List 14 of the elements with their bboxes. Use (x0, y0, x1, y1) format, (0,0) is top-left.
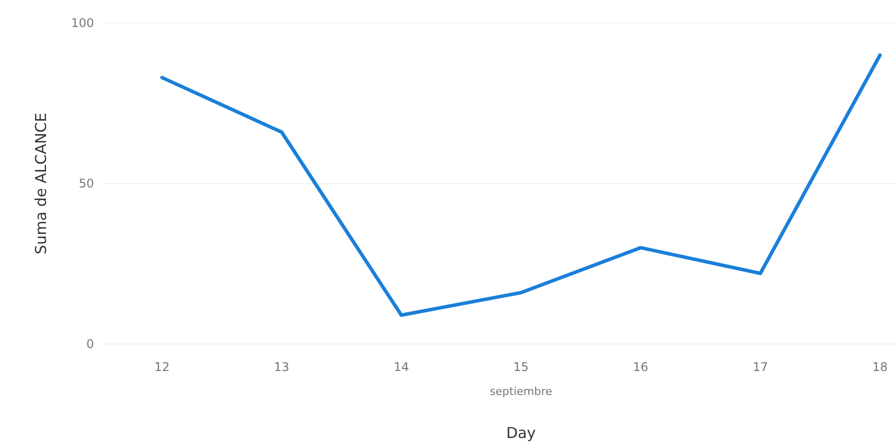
text: septiembre (490, 385, 552, 398)
y-tick-label: 50 (78, 176, 94, 191)
y-axis-title: Suma de ALCANCE (32, 112, 50, 254)
x-axis-title: Day (506, 424, 536, 442)
x-tick-label: 17 (752, 360, 768, 374)
x-tick-label: 16 (633, 360, 648, 374)
x-tick-label: 14 (394, 360, 409, 374)
y-tick-label: 0 (86, 337, 94, 352)
y-tick-label: 100 (71, 16, 94, 30)
x-tick-label: 18 (872, 360, 888, 374)
x-tick-label: 12 (154, 360, 170, 374)
x-tick-label: 15 (513, 360, 529, 374)
line-series (160, 53, 882, 317)
x-tick-label: 13 (274, 360, 290, 374)
